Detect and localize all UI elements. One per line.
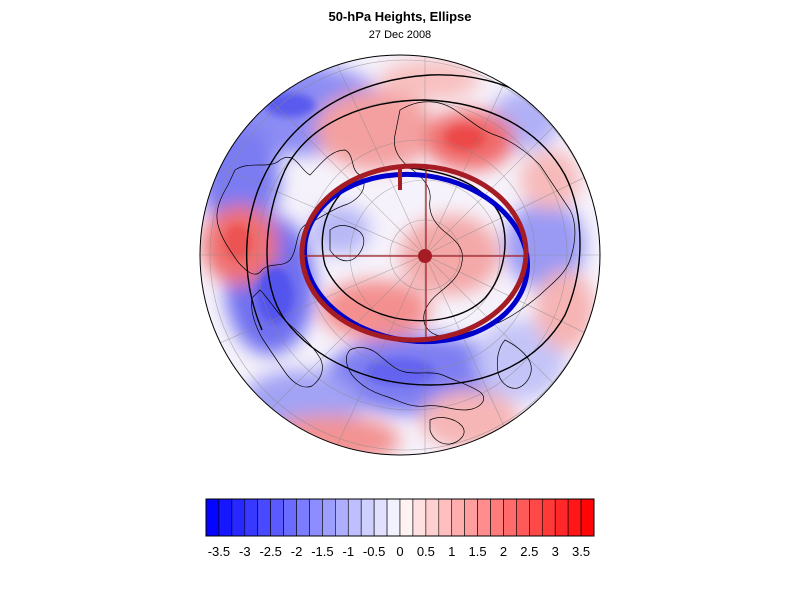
colorbar-box (554, 498, 569, 537)
colorbar-tick-label: 1 (448, 544, 455, 559)
colorbar-tick-label: -2.5 (259, 544, 281, 559)
map-boundary (199, 54, 601, 456)
colorbar-tick-label: -1.5 (311, 544, 333, 559)
colorbar-tick-label: -2 (291, 544, 303, 559)
colorbar-box (296, 498, 310, 537)
colorbar-tick-label: 0 (396, 544, 403, 559)
map-date: 27 Dec 2008 (368, 29, 432, 41)
colorbar-box (347, 498, 362, 537)
colorbar-box (231, 498, 246, 537)
colorbar-tick-label: -3.5 (208, 544, 230, 559)
colorbar-box (412, 498, 427, 537)
colorbar-box (503, 498, 517, 537)
map-title: 50-hPa Heights, Ellipse (328, 9, 472, 24)
colorbar-tick-label: 3 (552, 544, 559, 559)
anomaly-field (200, 55, 600, 455)
colorbar-box (283, 498, 297, 537)
colorbar-box (270, 498, 284, 537)
colorbar-box (399, 498, 414, 537)
colorbar-box (490, 498, 504, 537)
colorbar-box (322, 498, 336, 537)
colorbar-tick-label: -3 (239, 544, 251, 559)
colorbar-labels: -3.5 -3 -2.5 -2 -1.5 -1 -0.5 0 0.5 1 1.5 2 2.5 3 3.5 (208, 544, 590, 559)
colorbar-box (477, 498, 491, 537)
colorbar-box (516, 498, 530, 537)
colorbar-box (567, 498, 582, 537)
colorbar-box (541, 498, 556, 537)
colorbar-box (244, 498, 259, 537)
colorbar-box (438, 498, 453, 537)
colorbar-tick-label: -1 (342, 544, 354, 559)
colorbar-box (386, 498, 401, 537)
colorbar-box (218, 498, 233, 537)
colorbar-tick-label: 3.5 (572, 544, 590, 559)
colorbar-frame (205, 498, 595, 537)
colorbar-tick-label: 2.5 (520, 544, 538, 559)
vortex-ellipses (299, 163, 531, 345)
colorbar-boxes (205, 498, 595, 537)
colorbar-box (205, 498, 220, 537)
colorbar-box (425, 498, 440, 537)
ellipse-climatology (299, 163, 529, 343)
ellipse-center (418, 249, 432, 263)
colorbar-tick-label: -0.5 (363, 544, 385, 559)
colorbar-box (580, 498, 595, 537)
colorbar-box (257, 498, 271, 537)
colorbar-tick-label: 2 (500, 544, 507, 559)
colorbar-box (373, 498, 388, 537)
colorbar-box (360, 498, 375, 537)
colorbar-tick-label: 0.5 (417, 544, 435, 559)
colorbar-tick-label: 1.5 (469, 544, 487, 559)
colorbar-box (309, 498, 323, 537)
colorbar-box (464, 498, 478, 537)
colorbar-box (529, 498, 543, 537)
colorbar-box (451, 498, 465, 537)
colorbar-box (335, 498, 349, 537)
